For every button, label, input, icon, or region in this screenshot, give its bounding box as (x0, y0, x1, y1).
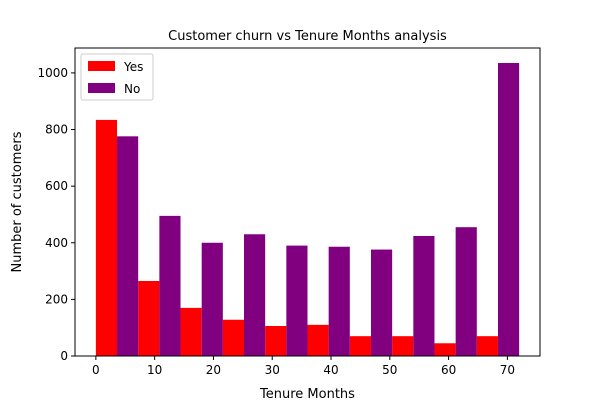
bar-yes-3 (222, 319, 245, 356)
bar-yes-6 (349, 336, 371, 356)
legend-label-yes: Yes (123, 60, 143, 74)
y-ticks: 0 200 400 600 800 1000 (37, 66, 75, 363)
y-tick-label: 1000 (37, 66, 68, 80)
bar-no-8 (455, 227, 477, 356)
bar-no-9 (497, 63, 520, 356)
bar-yes-9 (476, 336, 498, 356)
bar-no-7 (413, 235, 435, 356)
bar-yes-2 (180, 307, 202, 357)
legend: Yes No (80, 53, 154, 101)
x-tick-label: 70 (500, 363, 515, 377)
x-tick-label: 40 (323, 363, 338, 377)
y-tick-label: 800 (45, 123, 68, 137)
x-tick-label: 60 (441, 363, 456, 377)
x-axis-label: Tenure Months (259, 387, 355, 400)
bar-no-0 (117, 136, 139, 356)
y-tick-label: 0 (60, 349, 68, 363)
bar-yes-5 (307, 324, 329, 356)
bars-group (95, 63, 520, 357)
x-tick-label: 10 (147, 363, 162, 377)
bar-yes-8 (434, 343, 456, 356)
bar-no-1 (159, 215, 181, 356)
bar-yes-1 (138, 280, 160, 356)
y-axis-label: Number of customers (10, 131, 25, 272)
legend-label-no: No (124, 82, 140, 96)
y-tick-label: 200 (45, 292, 68, 306)
x-ticks: 0 10 20 30 40 50 60 70 (92, 356, 515, 377)
y-tick-label: 400 (45, 236, 68, 250)
x-tick-label: 0 (92, 363, 100, 377)
plot-frame (74, 47, 541, 357)
legend-swatch-yes (88, 61, 115, 71)
x-tick-label: 20 (206, 363, 221, 377)
bar-yes-7 (392, 336, 414, 356)
x-tick-label: 30 (265, 363, 280, 377)
bar-no-5 (328, 246, 350, 356)
bar-no-3 (244, 234, 266, 356)
y-tick-label: 600 (45, 179, 68, 193)
bar-yes-4 (265, 325, 287, 356)
bar-no-4 (286, 245, 308, 356)
bar-no-6 (370, 249, 393, 356)
chart-title: Customer churn vs Tenure Months analysis (168, 29, 447, 44)
bar-no-2 (201, 242, 223, 356)
bar-yes-0 (95, 119, 118, 357)
x-tick-label: 50 (382, 363, 397, 377)
legend-swatch-no (88, 83, 115, 93)
